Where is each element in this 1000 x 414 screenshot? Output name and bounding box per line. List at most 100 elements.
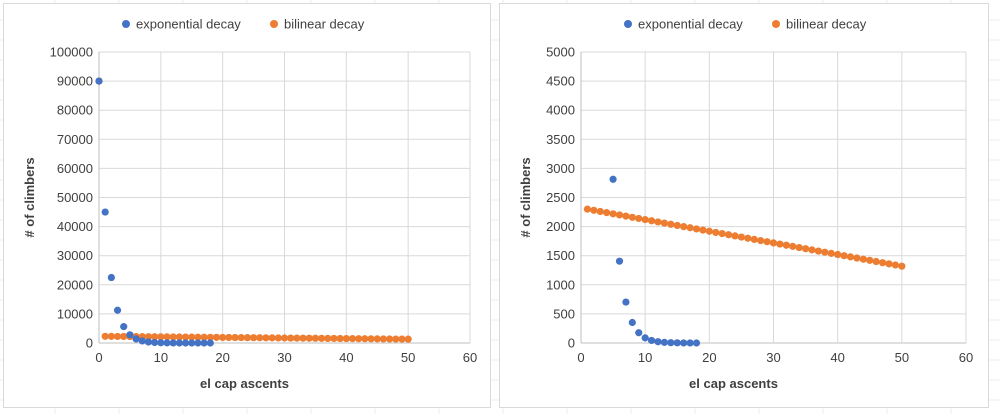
data-point-bilinear (628, 213, 636, 221)
data-point-bilinear (169, 333, 177, 341)
data-point-bilinear (769, 239, 778, 247)
data-point-bilinear (262, 334, 270, 342)
x-tick-label: 10 (638, 350, 652, 365)
data-point-exponential (138, 337, 146, 345)
legend-label-bilinear: bilinear decay (786, 17, 867, 32)
data-point-bilinear (885, 260, 893, 268)
data-point-bilinear (808, 246, 816, 254)
x-tick-label: 30 (277, 350, 291, 365)
data-point-bilinear (336, 334, 344, 343)
data-point-bilinear (398, 335, 406, 343)
data-point-bilinear (299, 334, 307, 342)
data-point-exponential (95, 77, 103, 85)
data-point-bilinear (330, 334, 338, 343)
data-point-exponential (622, 298, 630, 306)
data-point-bilinear (243, 334, 251, 342)
scatter-chart-left: 0 10000 20000 30000 40000 50000 60000 70000 8000… (22, 17, 477, 392)
chart-panel-left[interactable]: 0 10000 20000 30000 40000 50000 60000 70000 8000… (3, 3, 491, 408)
y-tick-label: 3000 (546, 161, 575, 176)
data-point-bilinear (898, 262, 906, 270)
y-tick-label: 4500 (546, 74, 575, 89)
legend-label-exponential: exponential decay (638, 17, 743, 32)
data-point-exponential (200, 339, 208, 347)
data-point-bilinear (404, 335, 412, 343)
y-tick-label: 90000 (57, 74, 93, 89)
data-point-bilinear (782, 241, 790, 249)
data-point-bilinear (280, 334, 289, 342)
data-point-bilinear (596, 207, 604, 216)
data-point-bilinear (151, 333, 159, 341)
legend-label-exponential: exponential decay (136, 17, 241, 32)
data-point-exponential (101, 208, 109, 216)
chart-panel-right[interactable]: 0 500 1000 1500 2000 2500 3000 3500 4000 4500 5000… (499, 3, 989, 408)
legend-marker-exponential (122, 20, 130, 28)
x-tick-label: 10 (154, 350, 168, 365)
data-point-exponential (680, 339, 688, 347)
data-point-exponential (163, 339, 171, 347)
data-point-exponential (113, 306, 122, 314)
data-point-bilinear (763, 238, 771, 246)
data-point-bilinear (206, 333, 214, 341)
data-point-bilinear (827, 249, 835, 257)
data-point-bilinear (891, 261, 900, 269)
data-point-exponential (126, 331, 134, 339)
y-tick-label: 10000 (57, 306, 93, 321)
data-point-bilinear (635, 214, 643, 223)
data-point-bilinear (237, 333, 245, 342)
y-axis-title: # of climbers (518, 157, 533, 237)
data-point-bilinear (348, 335, 357, 343)
data-point-bilinear (305, 334, 313, 342)
data-point-exponential (206, 339, 214, 347)
data-point-bilinear (757, 236, 765, 245)
data-point-bilinear (750, 235, 758, 244)
data-point-bilinear (113, 332, 122, 341)
data-point-bilinear (219, 333, 227, 342)
data-point-bilinear (367, 335, 375, 343)
x-tick-label: 50 (401, 350, 415, 365)
data-point-bilinear (194, 333, 202, 341)
data-point-bilinear (342, 334, 350, 343)
data-point-bilinear (268, 334, 276, 342)
data-point-bilinear (609, 210, 617, 218)
y-tick-label: 2000 (546, 219, 575, 234)
data-point-bilinear (776, 240, 784, 248)
data-point-exponential (660, 338, 669, 346)
data-point-bilinear (373, 335, 381, 343)
y-tick-label: 40000 (57, 219, 93, 234)
data-point-bilinear (821, 248, 829, 256)
data-point-bilinear (641, 216, 649, 224)
data-point-bilinear (256, 334, 264, 342)
y-tick-label: 2500 (546, 190, 575, 205)
data-point-bilinear (231, 333, 239, 342)
data-point-exponential (181, 339, 190, 347)
data-point-bilinear (107, 332, 115, 340)
data-point-bilinear (705, 227, 713, 235)
data-point-bilinear (840, 252, 848, 260)
y-tick-label: 100000 (50, 45, 93, 60)
data-point-bilinear (144, 333, 153, 341)
data-point-bilinear (866, 256, 874, 264)
y-tick-label: 80000 (57, 103, 93, 118)
x-axis-title: el cap ascents (689, 376, 778, 391)
data-point-exponential (686, 339, 694, 347)
data-point-exponential (609, 175, 617, 183)
data-point-bilinear (311, 334, 320, 342)
x-tick-label: 60 (959, 350, 973, 365)
data-point-bilinear (680, 223, 688, 231)
data-point-bilinear (615, 211, 624, 219)
y-tick-label: 70000 (57, 132, 93, 147)
y-axis-title: # of climbers (22, 157, 37, 237)
data-point-bilinear (361, 335, 369, 343)
y-tick-label: 500 (553, 306, 575, 321)
data-point-exponential (194, 339, 202, 347)
data-point-bilinear (647, 217, 656, 225)
data-point-bilinear (724, 231, 733, 239)
data-point-bilinear (249, 334, 258, 342)
data-point-bilinear (603, 209, 611, 217)
data-point-bilinear (789, 242, 797, 250)
data-point-exponential (175, 339, 183, 347)
data-point-bilinear (846, 253, 855, 261)
data-point-bilinear (692, 225, 701, 233)
data-point-bilinear (274, 334, 282, 342)
data-point-bilinear (660, 219, 669, 227)
